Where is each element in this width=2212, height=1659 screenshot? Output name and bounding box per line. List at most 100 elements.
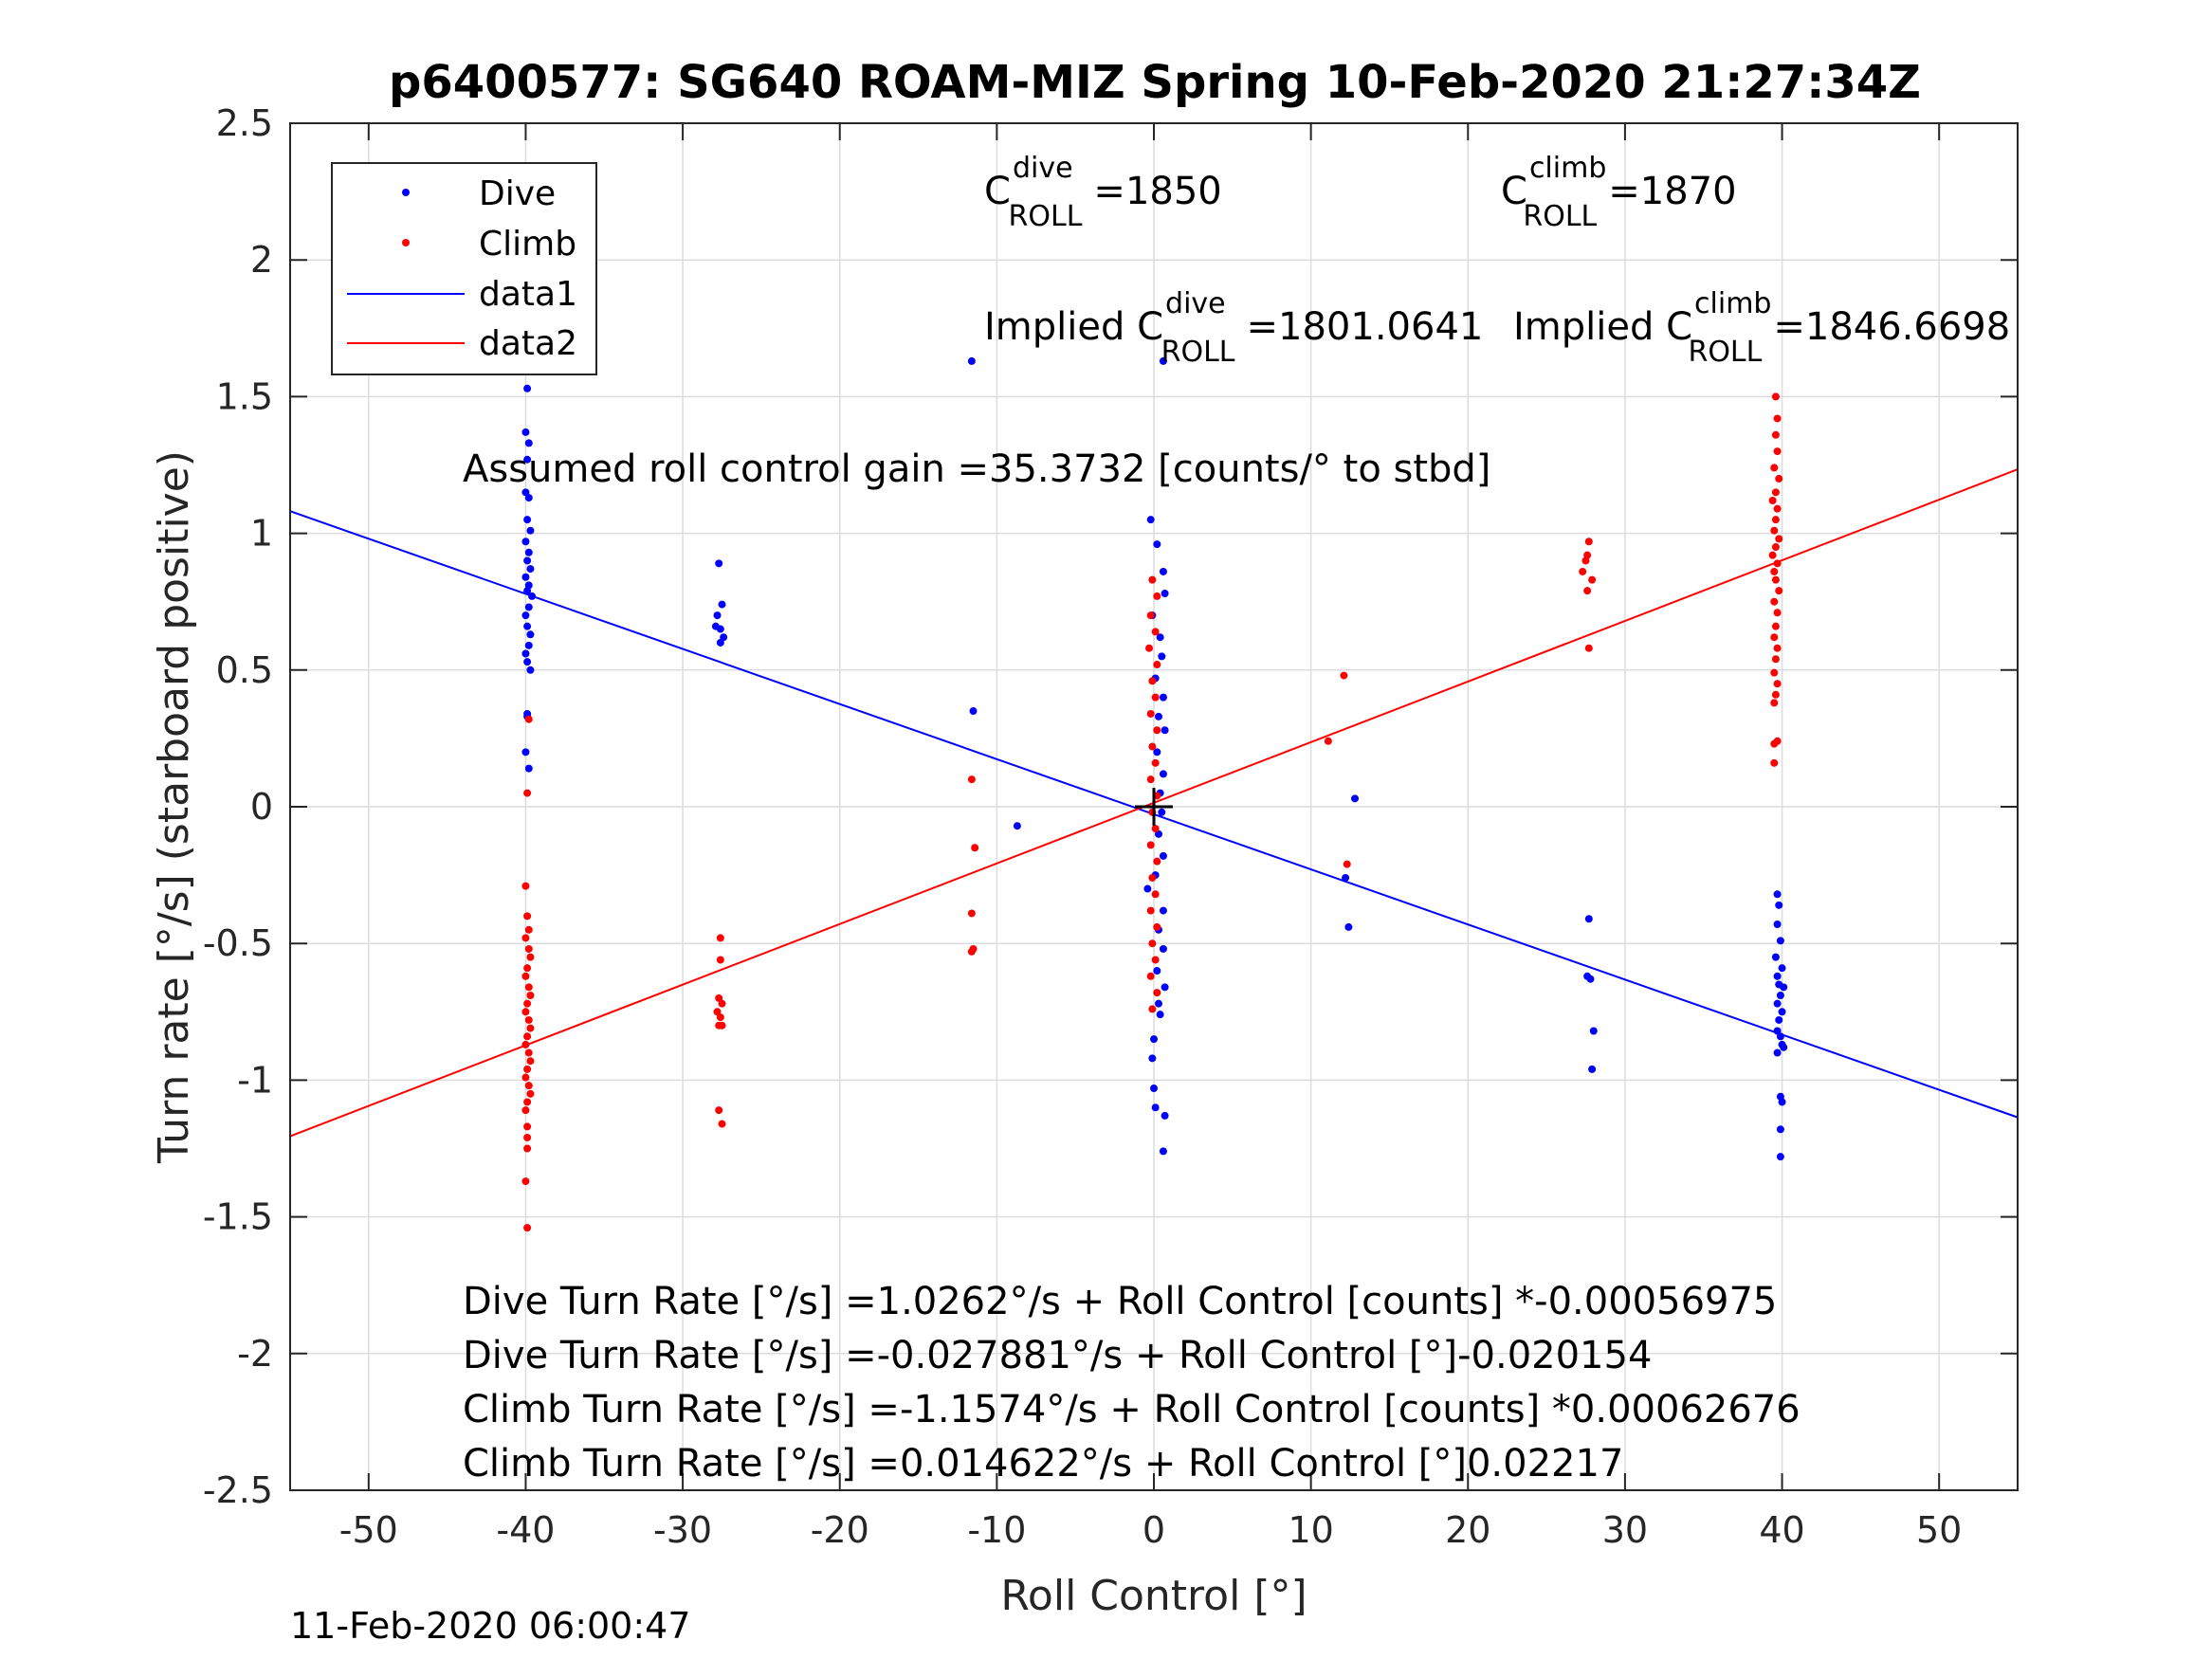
y-tick-label: 1.5	[216, 375, 273, 417]
dive-point	[521, 573, 530, 581]
climb-point	[524, 1082, 533, 1090]
dive-point	[523, 587, 532, 595]
x-tick-label: -40	[496, 1509, 555, 1551]
climb-point	[1775, 587, 1783, 595]
dive-equation-counts: Dive Turn Rate [°/s] =1.0262°/s + Roll C…	[463, 1280, 1777, 1323]
y-tick-label: 2.5	[216, 102, 273, 144]
climb-point	[715, 1106, 723, 1115]
climb-point	[1343, 860, 1351, 868]
climb-point	[1773, 414, 1782, 423]
climb-point	[521, 1073, 530, 1082]
dive-point	[1773, 890, 1782, 899]
legend-data2-label: data2	[479, 324, 577, 363]
climb-point	[1773, 609, 1782, 617]
dive-point	[1773, 921, 1782, 929]
climb-point	[1770, 668, 1779, 677]
climb-point	[1771, 575, 1780, 584]
climb-point	[1153, 592, 1161, 600]
implied-c-roll-dive-annotation: Implied Cdive ROLL=1801.0641	[984, 287, 1483, 369]
climb-point	[524, 983, 533, 992]
dive-point	[523, 556, 532, 565]
climb-point	[1151, 758, 1160, 767]
y-tick-label: 2	[250, 239, 273, 281]
climb-point	[1771, 430, 1780, 439]
climb-point	[1771, 543, 1780, 552]
c-roll-dive-annotation: Cdive ROLL=1850	[984, 152, 1222, 233]
climb-point	[1148, 939, 1157, 948]
dive-point	[1586, 975, 1595, 983]
climb-point	[1151, 628, 1160, 636]
dive-point	[1776, 1125, 1784, 1134]
dive-point	[1158, 808, 1166, 816]
dive-point	[1159, 693, 1167, 702]
dive-point	[1013, 822, 1021, 830]
climb-point	[1340, 671, 1348, 680]
climb-point	[1770, 758, 1779, 767]
x-tick-label: -20	[811, 1509, 869, 1551]
climb-point	[971, 844, 979, 852]
climb-point	[1148, 873, 1157, 882]
dive-point	[526, 526, 535, 535]
climb-point	[1768, 551, 1777, 559]
climb-point	[1151, 956, 1160, 964]
dive-point	[1148, 1054, 1157, 1063]
dive-point	[1153, 967, 1161, 975]
dive-point	[1778, 1098, 1786, 1106]
climb-point	[1768, 496, 1777, 504]
dive-point	[528, 592, 537, 600]
dive-point	[1161, 1111, 1169, 1120]
dive-point	[1159, 356, 1167, 365]
dive-point	[524, 603, 533, 611]
climb-point	[1770, 739, 1779, 748]
dive-point	[1342, 873, 1350, 882]
dive-point	[1778, 1008, 1786, 1016]
climb-point	[523, 1098, 532, 1106]
dive-point	[1153, 540, 1161, 549]
x-tick-label: -10	[967, 1509, 1026, 1551]
dive-point	[1780, 983, 1788, 992]
climb-point	[1773, 504, 1782, 513]
climb-point	[1146, 709, 1155, 718]
dive-point	[1161, 590, 1169, 598]
x-tick-label: 10	[1288, 1509, 1333, 1551]
dive-point	[1776, 1153, 1784, 1161]
dive-point	[1775, 901, 1783, 909]
climb-point	[524, 944, 533, 953]
dive-point	[521, 538, 530, 546]
dive-point	[526, 565, 535, 574]
dive-point	[523, 516, 532, 524]
y-tick-label: 1	[250, 513, 273, 555]
origin-marker	[1135, 788, 1173, 826]
dive-point	[524, 494, 533, 502]
climb-point	[715, 1021, 723, 1030]
dive-point	[1161, 983, 1169, 992]
climb-point	[1153, 857, 1161, 866]
legend-dive-label: Dive	[479, 174, 556, 213]
climb-point	[1324, 737, 1332, 745]
dive-point	[1154, 712, 1162, 720]
climb-point	[1771, 516, 1780, 524]
climb-point	[526, 1024, 535, 1032]
dive-point	[1589, 1027, 1598, 1035]
y-axis-label: Turn rate [°/s] (starboard positive)	[150, 450, 198, 1164]
dive-point	[1771, 953, 1780, 961]
climb-point	[1148, 1005, 1157, 1013]
dive-point	[1159, 770, 1167, 778]
dive-point	[1150, 1035, 1158, 1044]
c-roll-climb-annotation: Cclimb ROLL=1870	[1501, 152, 1737, 233]
y-tick-label: -2	[237, 1333, 273, 1375]
dive-point	[1351, 794, 1360, 803]
climb-point	[523, 964, 532, 973]
x-tick-label: -30	[653, 1509, 712, 1551]
x-tick-label: 50	[1916, 1509, 1962, 1551]
axis-ticks: -50 -40 -30 -20 -10 0 10 20 30 40 50 2.5 2 1.5 1 0.5 0 -0…	[203, 102, 2018, 1551]
dive-point	[1151, 1103, 1160, 1112]
climb-point	[523, 999, 532, 1008]
climb-point	[1146, 775, 1155, 784]
dive-point	[967, 356, 976, 365]
y-tick-label: -0.5	[203, 922, 273, 964]
dive-point	[1776, 991, 1784, 999]
dive-point	[718, 600, 726, 609]
dive-point	[1154, 999, 1162, 1008]
climb-point	[1148, 575, 1157, 584]
